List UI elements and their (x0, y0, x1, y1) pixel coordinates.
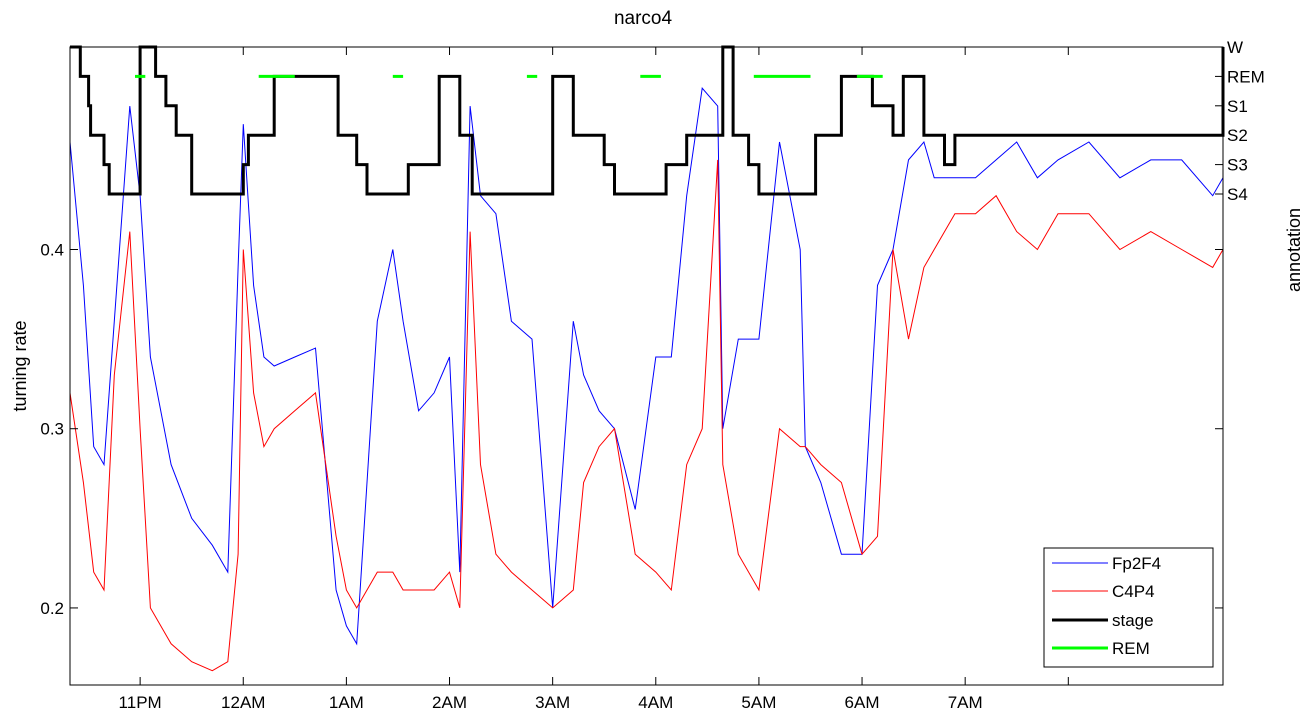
x-tick-label: 4AM (638, 693, 673, 712)
y-axis-left: 0.2 0.3 0.4 (40, 241, 1223, 618)
stage-tick-label: REM (1227, 67, 1265, 86)
stage-layer (70, 45, 1225, 196)
x-tick-label: 12AM (221, 693, 265, 712)
series-layer (69, 87, 1224, 672)
legend-label-stage: stage (1112, 611, 1154, 630)
y-tick-label: 0.4 (40, 241, 64, 260)
x-tick-label: 11PM (119, 693, 162, 712)
chart-title: narco4 (614, 8, 673, 29)
legend-label-rem: REM (1112, 639, 1150, 658)
x-tick-label: 7AM (948, 693, 983, 712)
stage-tick-label: S1 (1227, 97, 1248, 116)
legend-entry-stage: stage (1052, 611, 1154, 630)
x-tick-label: 3AM (535, 693, 570, 712)
stage-tick-label: W (1227, 38, 1243, 57)
x-tick-label: 2AM (432, 693, 467, 712)
stage-tick-label: S4 (1227, 185, 1248, 204)
legend-label-c4p4: C4P4 (1112, 582, 1155, 601)
plot-frame (69, 46, 1224, 686)
legend-label-fp2f4: Fp2F4 (1112, 554, 1161, 573)
y-axis-title: turning rate (10, 320, 30, 411)
series-line-fp2f4 (69, 87, 1224, 646)
legend-entry-rem: REM (1052, 639, 1150, 658)
stage-tick-label: S2 (1227, 126, 1248, 145)
series-line-stage (70, 45, 1225, 196)
plot-area (70, 47, 1223, 685)
legend-entry-c4p4: C4P4 (1052, 582, 1155, 601)
x-axis: 11PM 12AM 1AM 2AM 3AM 4AM 5AM 6AM 7AM (119, 47, 1069, 712)
legend: Fp2F4 C4P4 stage REM (1043, 547, 1214, 668)
series-line-c4p4 (69, 159, 1224, 672)
x-tick-label: 5AM (741, 693, 776, 712)
x-tick-label: 6AM (845, 693, 880, 712)
y-tick-label: 0.2 (40, 599, 64, 618)
x-tick-label: 1AM (329, 693, 364, 712)
stage-tick-label: S3 (1227, 156, 1248, 175)
y-tick-label: 0.3 (40, 420, 64, 439)
y-axis-right-title: annotation (1284, 208, 1304, 292)
y-axis-right: W REM S1 S2 S3 S4 (1215, 38, 1265, 204)
legend-entry-fp2f4: Fp2F4 (1052, 554, 1161, 573)
